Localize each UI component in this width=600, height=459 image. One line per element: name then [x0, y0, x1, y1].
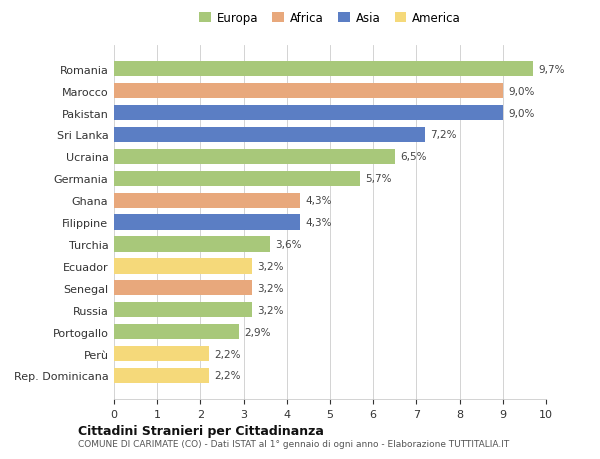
Bar — [114, 259, 252, 274]
Text: 3,2%: 3,2% — [257, 305, 284, 315]
Text: COMUNE DI CARIMATE (CO) - Dati ISTAT al 1° gennaio di ogni anno - Elaborazione T: COMUNE DI CARIMATE (CO) - Dati ISTAT al … — [78, 439, 509, 448]
Text: 9,7%: 9,7% — [538, 65, 565, 75]
Text: 2,9%: 2,9% — [244, 327, 271, 337]
Text: 9,0%: 9,0% — [508, 86, 535, 96]
Bar — [114, 62, 533, 77]
Text: 7,2%: 7,2% — [430, 130, 457, 140]
Text: 3,2%: 3,2% — [257, 283, 284, 293]
Text: 9,0%: 9,0% — [508, 108, 535, 118]
Bar — [114, 171, 360, 186]
Bar — [114, 237, 269, 252]
Bar — [114, 106, 503, 121]
Bar — [114, 346, 209, 361]
Bar — [114, 368, 209, 383]
Bar — [114, 302, 252, 318]
Text: 4,3%: 4,3% — [305, 196, 331, 206]
Text: 2,2%: 2,2% — [214, 349, 241, 359]
Text: 3,6%: 3,6% — [275, 240, 301, 249]
Text: 6,5%: 6,5% — [400, 152, 427, 162]
Text: 5,7%: 5,7% — [365, 174, 392, 184]
Text: 2,2%: 2,2% — [214, 370, 241, 381]
Bar — [114, 215, 300, 230]
Text: Cittadini Stranieri per Cittadinanza: Cittadini Stranieri per Cittadinanza — [78, 424, 324, 437]
Legend: Europa, Africa, Asia, America: Europa, Africa, Asia, America — [197, 9, 463, 27]
Bar — [114, 324, 239, 340]
Bar — [114, 84, 503, 99]
Bar — [114, 149, 395, 165]
Text: 4,3%: 4,3% — [305, 218, 331, 228]
Bar — [114, 128, 425, 143]
Text: 3,2%: 3,2% — [257, 261, 284, 271]
Bar — [114, 280, 252, 296]
Bar — [114, 193, 300, 208]
